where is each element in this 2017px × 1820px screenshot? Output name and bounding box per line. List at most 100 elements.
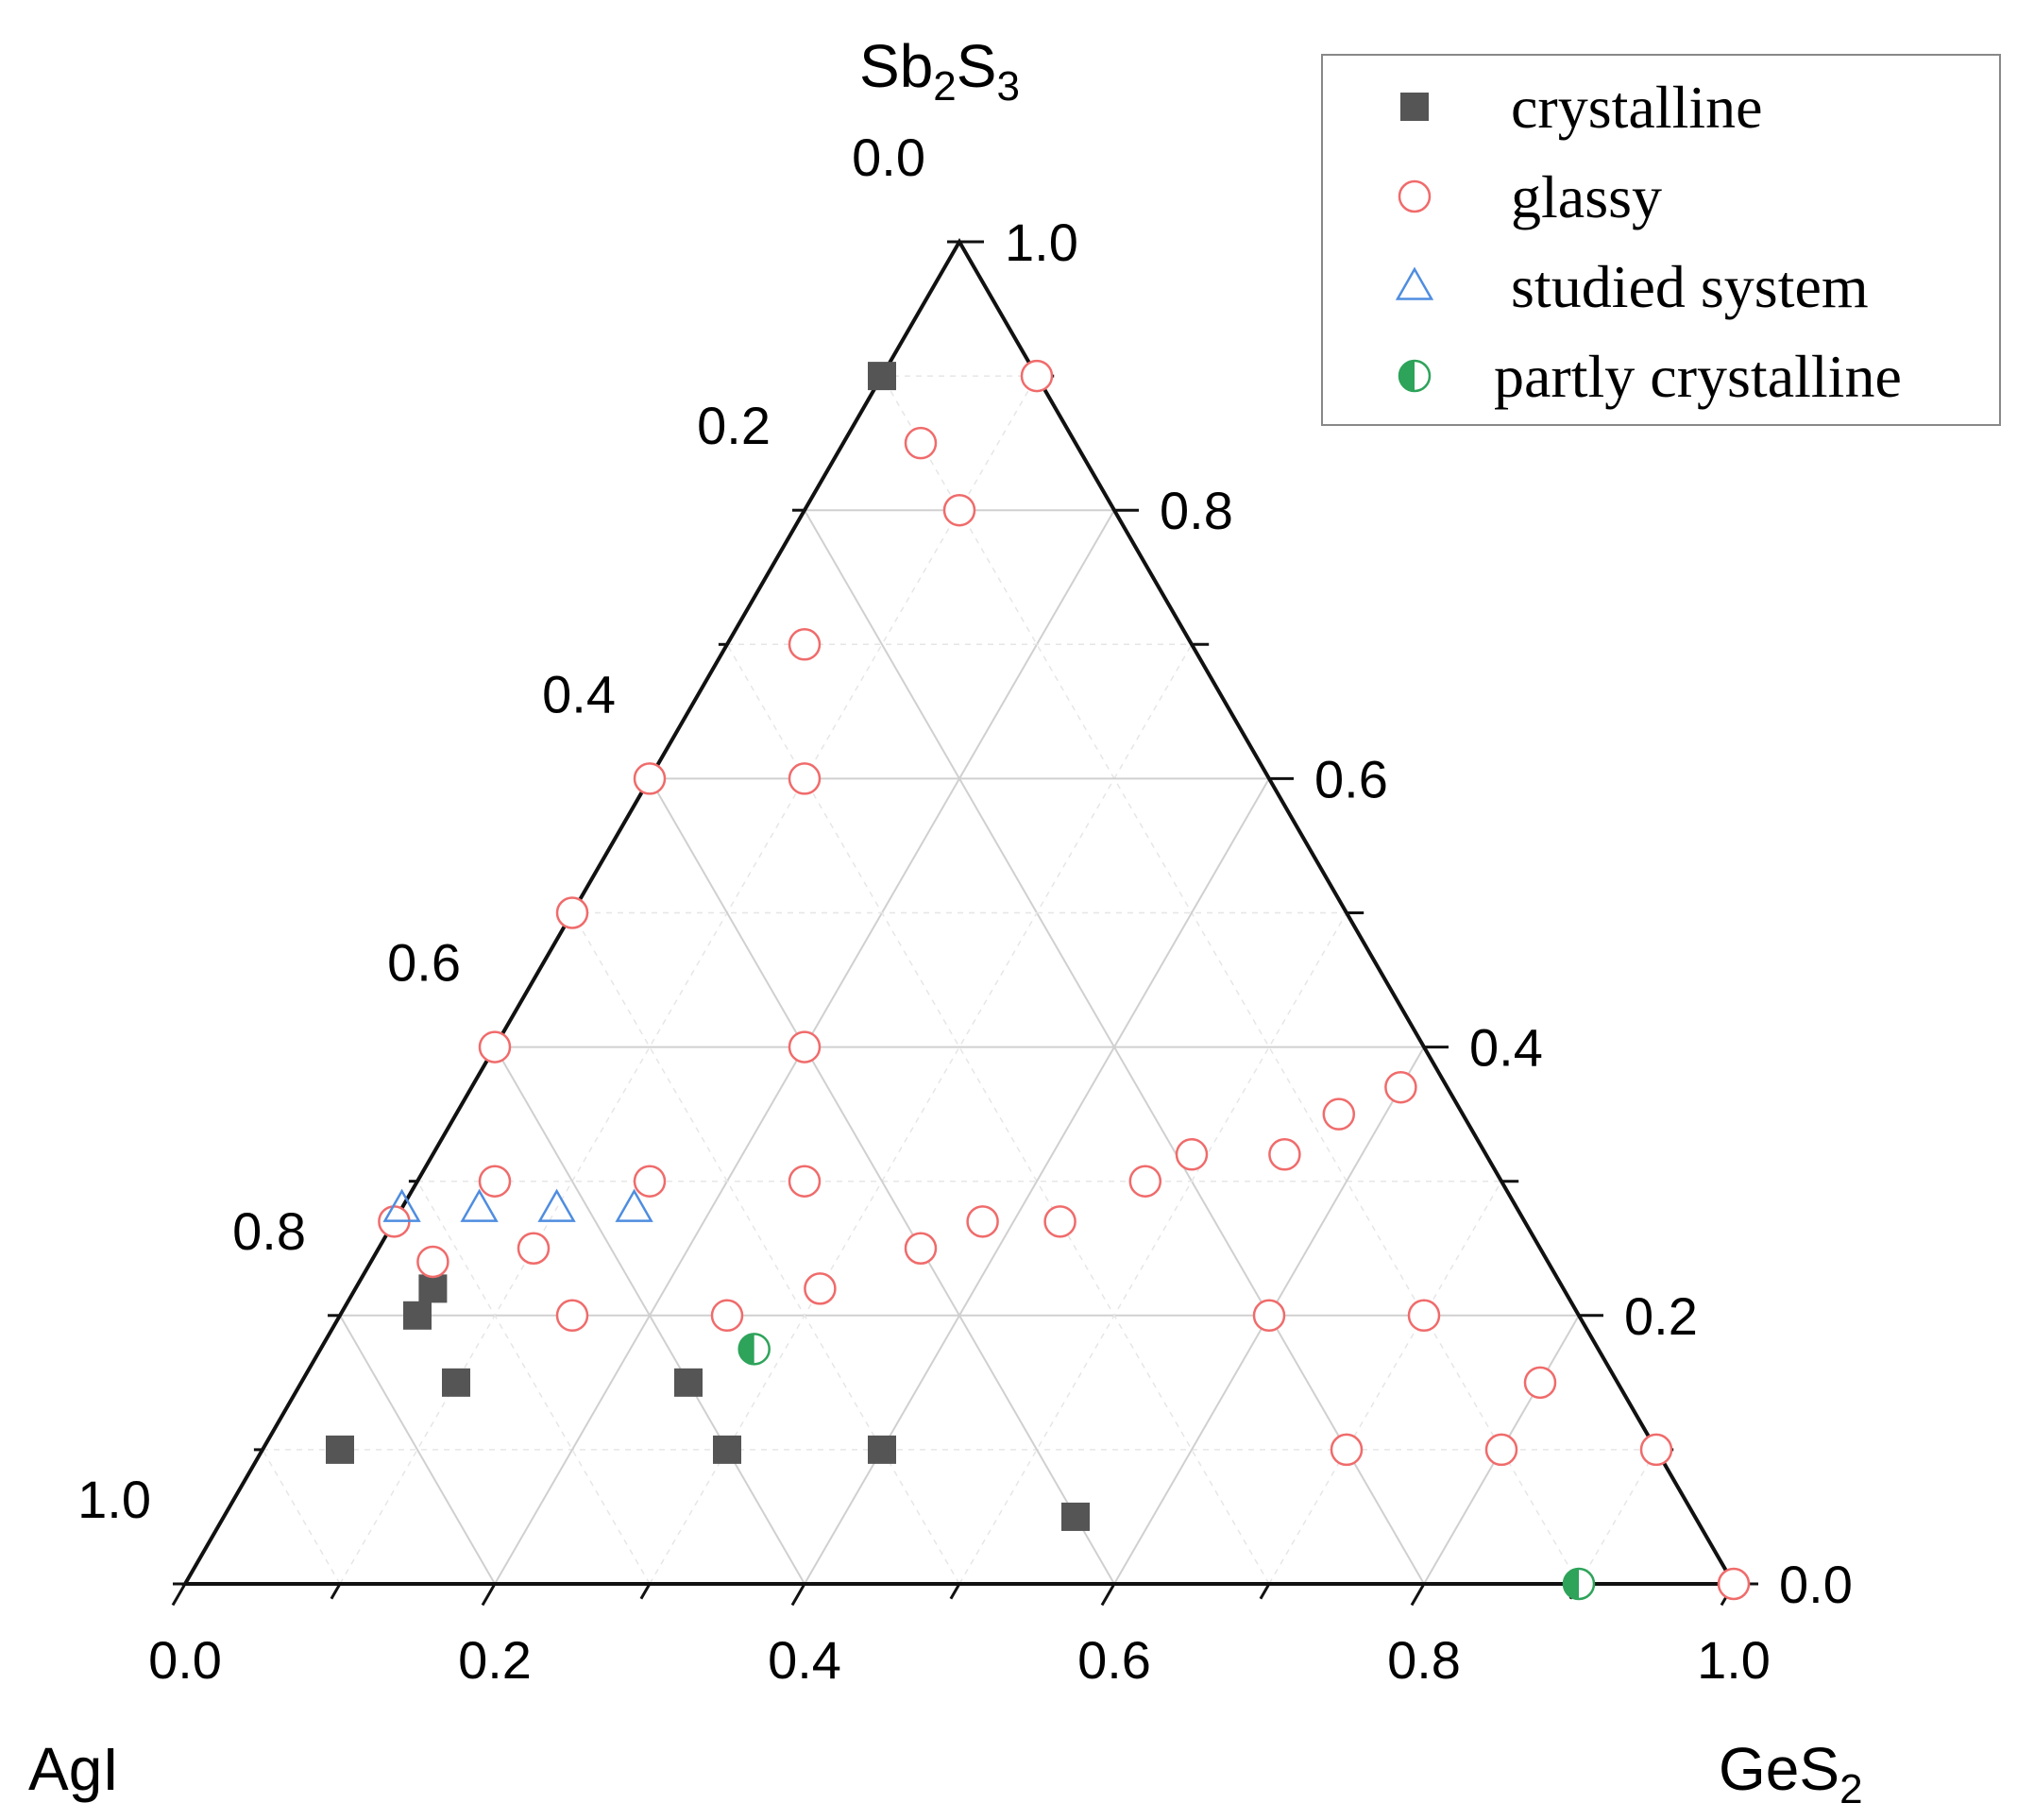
grid-line-agi <box>262 1449 341 1585</box>
tick-bottom <box>171 1583 187 1607</box>
tick-label-bottom: 0.6 <box>1077 1630 1151 1690</box>
glassy-point <box>904 1232 938 1265</box>
tick-labels: 0.0 0.2 0.4 0.6 0.8 1.00.00.20.40.60.81.01.00… <box>77 128 1853 1690</box>
legend-label-crystalline: crystalline <box>1511 74 1763 141</box>
tick-bottom <box>949 1583 961 1600</box>
studied-point <box>382 1188 421 1222</box>
studied-point <box>615 1188 653 1222</box>
partly-point <box>737 1333 771 1366</box>
glassy-point <box>710 1299 744 1333</box>
axis-title-top: Sb2S3 <box>859 32 1020 110</box>
ticks <box>171 240 1758 1607</box>
tick-bottom <box>1100 1583 1116 1607</box>
glassy-point <box>1484 1433 1518 1467</box>
glassy-point <box>555 896 589 929</box>
legend-marker-glassy <box>1398 179 1432 213</box>
glassy-point <box>942 493 976 527</box>
tick-label-bottom: 1.0 <box>1697 1630 1771 1690</box>
grid-line-agi <box>649 777 1115 1585</box>
tick-label-right: 0.6 <box>1314 749 1388 808</box>
grid <box>262 375 1657 1585</box>
grid-line-ges2 <box>958 912 1347 1585</box>
glassy-point <box>416 1245 449 1279</box>
tick-label-right: 0.2 <box>1624 1286 1698 1346</box>
legend-box <box>1321 54 2001 426</box>
legend-marker-partly <box>1398 359 1432 393</box>
data-points <box>326 359 1751 1601</box>
grid-line-agi <box>416 1181 651 1585</box>
axis-title-right: GeS2 <box>1719 1735 1863 1812</box>
glassy-point <box>1384 1070 1417 1104</box>
crystalline-point <box>442 1368 470 1397</box>
crystalline-point <box>868 1435 896 1464</box>
tick-label-left: 0.2 <box>697 396 771 455</box>
tick-label-left: 0.8 <box>232 1201 306 1261</box>
glassy-point <box>1043 1205 1076 1238</box>
glassy-point <box>788 1165 822 1198</box>
grid-line-agi <box>494 1046 805 1585</box>
glassy-point <box>1020 359 1054 393</box>
half-circle-fill <box>1564 1569 1579 1599</box>
crystalline-point <box>403 1301 432 1330</box>
glassy-point <box>788 762 822 795</box>
tick-bottom <box>1259 1583 1271 1600</box>
tick-label-bottom: 0.8 <box>1387 1630 1461 1690</box>
glassy-point <box>1268 1138 1301 1171</box>
crystalline-point <box>674 1368 703 1397</box>
grid-line-agi <box>881 375 1580 1585</box>
tick-label-left: 1.0 <box>77 1470 151 1529</box>
glassy-point <box>788 1030 822 1063</box>
glassy-point <box>804 1272 837 1305</box>
glassy-point <box>1175 1138 1209 1171</box>
glassy-point <box>1639 1433 1673 1467</box>
glassy-point <box>1322 1097 1356 1131</box>
tick-bottom <box>481 1583 497 1607</box>
tick-label-bottom: 0.0 <box>148 1630 222 1690</box>
glassy-point <box>633 762 667 795</box>
tick-label-bottom: 0.2 <box>458 1630 532 1690</box>
tick-bottom <box>790 1583 806 1607</box>
tick-bottom <box>330 1583 342 1600</box>
tick-label-right: 0.8 <box>1160 481 1233 540</box>
glassy-point <box>788 628 822 661</box>
glassy-point <box>1252 1299 1286 1333</box>
tick-label-right: 1.0 <box>1005 213 1078 272</box>
half-circle-fill <box>1399 361 1415 391</box>
glassy-point <box>1330 1433 1364 1467</box>
crystalline-point <box>418 1274 448 1303</box>
glassy-point <box>1407 1299 1441 1333</box>
tick-bottom <box>639 1583 652 1600</box>
studied-point <box>537 1188 576 1222</box>
glassy-point <box>555 1299 589 1333</box>
tick-label-right: 0.0 <box>1779 1555 1853 1614</box>
partly-point <box>1562 1567 1596 1601</box>
glassy-point <box>1128 1165 1162 1198</box>
legend-label-partly: partly crystalline <box>1494 343 1902 410</box>
half-circle-fill <box>738 1334 754 1365</box>
tick-label-bottom: 0.4 <box>768 1630 841 1690</box>
grid-line-agi <box>339 1315 496 1585</box>
tick-label-right: 0.4 <box>1469 1018 1543 1078</box>
legend-label-studied: studied system <box>1511 253 1869 320</box>
tick-label-left: 0.6 <box>387 933 461 993</box>
grid-line-ges2 <box>1268 1181 1502 1585</box>
legend-marker-crystalline <box>1400 93 1429 121</box>
glassy-point <box>517 1232 551 1265</box>
grid-line-agi <box>571 912 960 1585</box>
crystalline-point <box>868 362 896 391</box>
crystalline-point <box>713 1435 741 1464</box>
tick-bottom <box>1410 1583 1426 1607</box>
glassy-point <box>1717 1567 1751 1601</box>
axis-title-left: AgI <box>28 1735 119 1803</box>
legend-label-glassy: glassy <box>1511 163 1662 230</box>
crystalline-point <box>326 1435 354 1464</box>
glassy-point <box>966 1205 999 1238</box>
glassy-point <box>633 1165 667 1198</box>
tick-label-left: 0.0 <box>852 128 925 187</box>
legend: crystalline glassy studied system partly cr… <box>1321 54 2001 426</box>
studied-point <box>460 1188 499 1222</box>
glassy-point <box>904 426 938 460</box>
legend-marker-studied <box>1395 266 1434 300</box>
tick-label-left: 0.4 <box>542 664 616 723</box>
